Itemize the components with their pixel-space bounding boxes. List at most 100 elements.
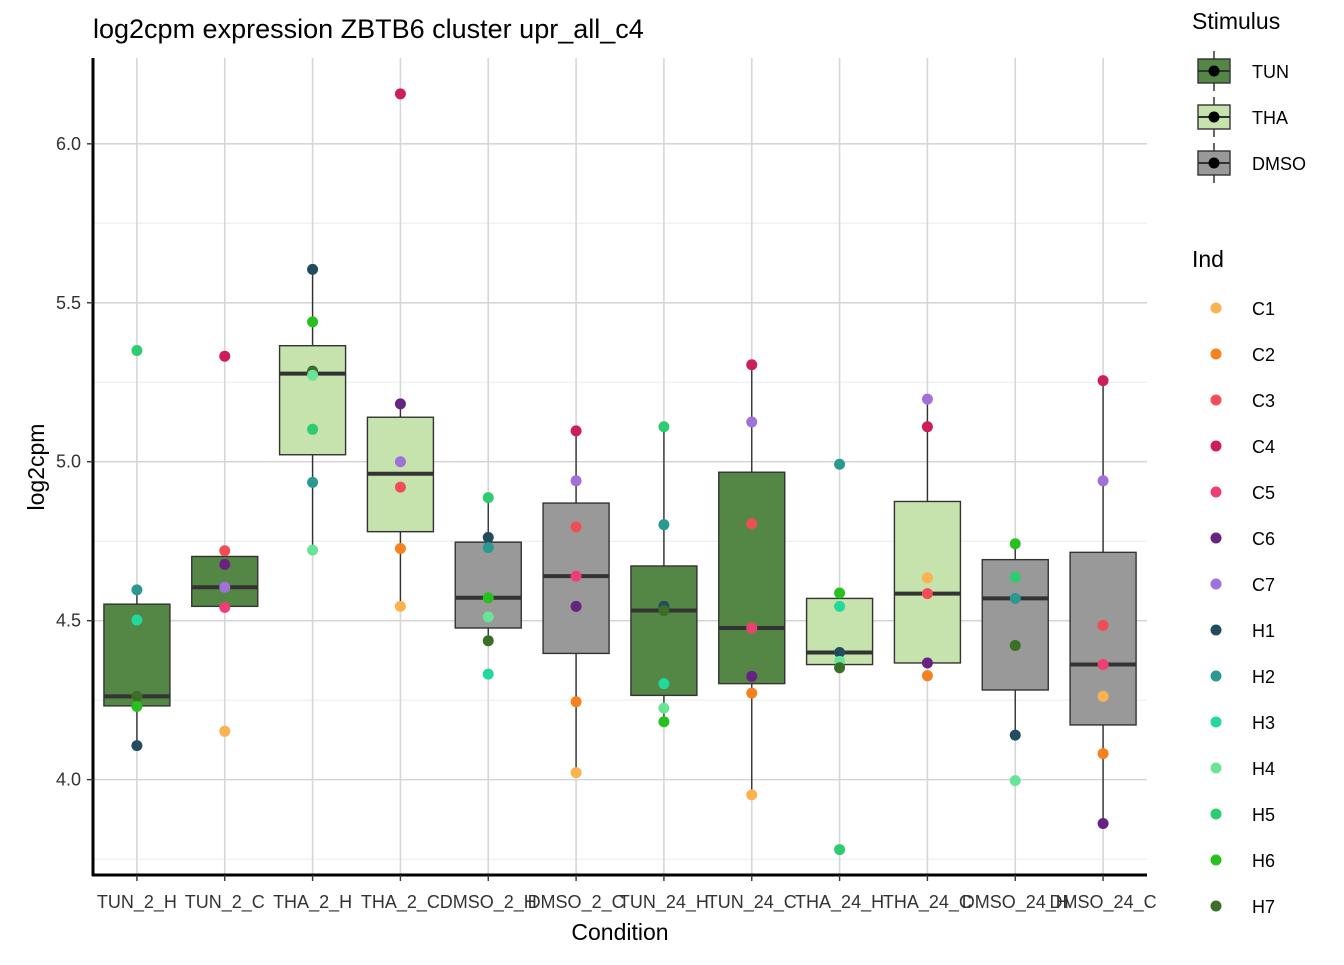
point-C6 <box>394 398 406 410</box>
legend-ind-title: Ind <box>1192 246 1224 272</box>
point-H5 <box>834 844 846 856</box>
legend-ind-label: C7 <box>1252 575 1275 595</box>
point-C3 <box>1097 619 1109 631</box>
point-H6 <box>658 716 670 728</box>
legend-stimulus: Stimulus TUN THA DMSO <box>1192 8 1306 183</box>
point-C3 <box>570 521 582 533</box>
legend-key-point <box>1208 111 1220 123</box>
legend-ind-label: H1 <box>1252 621 1275 641</box>
axes: 4.0 4.5 5.0 5.5 6.0 TUN_2_H TUN_2_C THA_2_H THA_… <box>56 58 1157 913</box>
x-tick-label: THA_24_H <box>795 892 884 913</box>
legend-stimulus-label: THA <box>1252 108 1288 128</box>
legend-ind-label: H3 <box>1252 713 1275 733</box>
legend-ind-item: C7 <box>1210 575 1275 595</box>
y-tick-label: 4.0 <box>56 770 81 790</box>
point-C1 <box>746 789 758 801</box>
x-tick-label: DMSO_24_H <box>962 892 1069 913</box>
point-H1 <box>1009 729 1021 741</box>
point-C1 <box>1097 690 1109 702</box>
x-tick-label: THA_2_C <box>361 892 440 913</box>
legend-ind-swatch <box>1210 302 1222 314</box>
box-plots <box>103 269 1137 824</box>
point-C7 <box>570 475 582 487</box>
legend-ind-item: H4 <box>1210 759 1275 779</box>
point-C3 <box>394 481 406 493</box>
point-H1 <box>131 740 143 752</box>
point-C6 <box>746 670 758 682</box>
legend-ind-item: C6 <box>1210 529 1275 549</box>
x-tick-label: TUN_2_H <box>97 892 177 913</box>
x-tick-label: TUN_24_H <box>619 892 709 913</box>
point-H5 <box>307 423 319 435</box>
legend-ind: Ind C1 C2 C3 C4 C5 C6 C7 H1 H2 H3 H4 H5 H6 H7 <box>1192 246 1275 917</box>
box-TUN_24_H <box>630 565 698 697</box>
point-H3 <box>658 678 670 690</box>
point-H7 <box>131 690 143 702</box>
legend-ind-label: C6 <box>1252 529 1275 549</box>
legend-ind-label: H2 <box>1252 667 1275 687</box>
point-C7 <box>1097 475 1109 487</box>
point-H2 <box>834 458 846 470</box>
point-C7 <box>394 456 406 468</box>
legend-ind-label: H4 <box>1252 759 1275 779</box>
legend-ind-swatch <box>1210 854 1222 866</box>
data-points <box>131 88 1109 856</box>
point-C2 <box>746 687 758 699</box>
point-C7 <box>746 416 758 428</box>
legend-ind-item: H1 <box>1210 621 1275 641</box>
legend-ind-swatch <box>1210 808 1222 820</box>
y-axis-label: log2cpm <box>23 424 49 511</box>
box-TUN_24_C <box>718 471 786 685</box>
point-H4 <box>307 369 319 381</box>
x-tick-label: THA_2_H <box>273 892 352 913</box>
point-C4 <box>394 88 406 100</box>
point-H6 <box>834 587 846 599</box>
chart-title: log2cpm expression ZBTB6 cluster upr_all… <box>93 14 644 44</box>
x-tick-label: DMSO_2_H <box>440 892 537 913</box>
point-C3 <box>219 545 231 557</box>
legend-ind-item: C2 <box>1210 345 1275 365</box>
legend-ind-item: C3 <box>1210 391 1275 411</box>
legend-stimulus-label: DMSO <box>1252 154 1306 174</box>
y-tick-label: 5.5 <box>56 293 81 313</box>
point-H4 <box>658 702 670 714</box>
point-H6 <box>307 316 319 328</box>
point-C6 <box>1097 818 1109 830</box>
x-tick-label: THA_24_C <box>883 892 972 913</box>
point-C5 <box>219 601 231 613</box>
legend-ind-item: H6 <box>1210 851 1275 871</box>
point-H4 <box>482 611 494 623</box>
x-axis-label: Condition <box>571 919 668 945</box>
point-C2 <box>921 670 933 682</box>
point-H1 <box>834 646 846 658</box>
point-H2 <box>1009 592 1021 604</box>
point-C4 <box>1097 375 1109 387</box>
x-tick-label: DMSO_2_C <box>528 892 625 913</box>
x-tick-label: TUN_24_C <box>707 892 797 913</box>
point-H7 <box>1009 639 1021 651</box>
legend-ind-swatch <box>1210 578 1222 590</box>
point-H6 <box>482 592 494 604</box>
y-tick-label: 6.0 <box>56 134 81 154</box>
point-C6 <box>570 600 582 612</box>
legend-ind-item: H7 <box>1210 897 1275 917</box>
legend-ind-label: H6 <box>1252 851 1275 871</box>
point-C2 <box>394 543 406 555</box>
legend-key-point <box>1208 157 1220 169</box>
box-THA_2_H <box>278 344 347 456</box>
point-C4 <box>746 359 758 371</box>
legend-ind-swatch <box>1210 716 1222 728</box>
point-H7 <box>834 662 846 674</box>
point-H3 <box>131 614 143 626</box>
point-C4 <box>921 421 933 433</box>
legend-ind-item: H3 <box>1210 713 1275 733</box>
legend-ind-item: C4 <box>1210 437 1275 457</box>
legend-ind-swatch <box>1210 624 1222 636</box>
legend-ind-item: H2 <box>1210 667 1275 687</box>
legend-ind-swatch <box>1210 532 1222 544</box>
point-C6 <box>921 657 933 669</box>
point-C1 <box>921 572 933 584</box>
legend-ind-swatch <box>1210 670 1222 682</box>
point-H5 <box>658 421 670 433</box>
